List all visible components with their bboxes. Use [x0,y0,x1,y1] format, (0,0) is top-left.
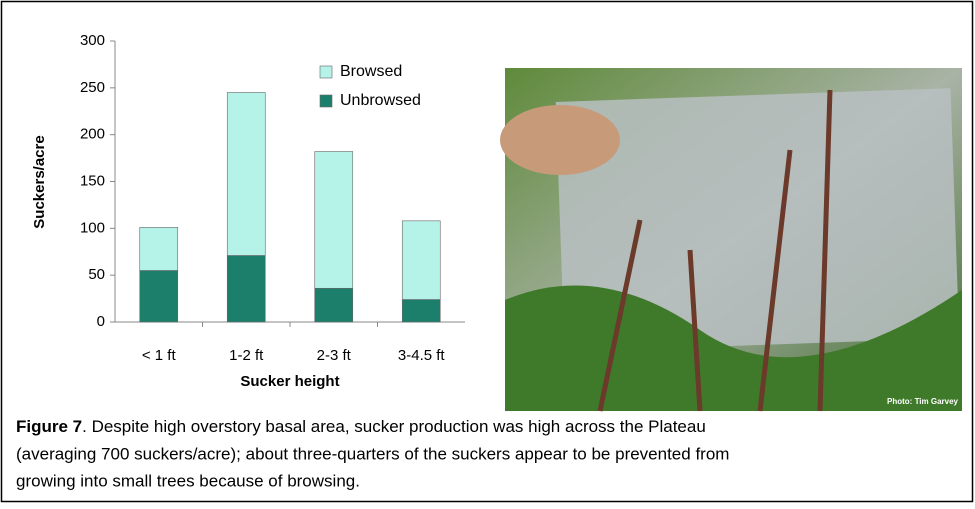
photo-credit: Photo: Tim Garvey [887,397,959,406]
bar-segment [401,220,441,300]
legend-swatch [319,94,333,108]
bar-segment [139,227,179,271]
legend-label: Browsed [340,63,402,80]
y-tick-label: 250 [80,79,105,96]
y-tick-label: 100 [80,219,105,236]
bar-segment [314,287,354,323]
bar-segment [314,151,354,289]
x-tick-label: 2-3 ft [317,347,352,364]
y-tick-label: 150 [80,172,105,189]
x-tick-label: < 1 ft [142,347,177,364]
legend-swatch [319,65,333,79]
bar-segment [139,270,179,323]
y-tick-label: 50 [88,266,105,283]
caption: Figure 7. Despite high overstory basal a… [16,417,729,490]
bar-segment [226,255,266,323]
legend-label: Unbrowsed [340,92,421,109]
caption-line: growing into small trees because of brow… [16,471,360,490]
caption-line: Figure 7. Despite high overstory basal a… [16,417,706,436]
caption-text: . Despite high overstory basal area, suc… [82,417,706,436]
caption-line: (averaging 700 suckers/acre); about thre… [16,444,729,463]
y-tick-label: 0 [97,313,105,330]
photo: Photo: Tim Garvey [500,68,962,412]
caption-label: Figure 7 [16,417,82,436]
y-tick-label: 200 [80,126,105,143]
y-axis-title: Suckers/acre [31,135,48,228]
y-tick-label: 300 [80,32,105,49]
bar-segment [401,299,441,323]
x-tick-label: 3-4.5 ft [398,347,446,364]
x-tick-label: 1-2 ft [229,347,264,364]
bar-segment [226,92,266,256]
x-axis-title: Sucker height [240,373,339,390]
